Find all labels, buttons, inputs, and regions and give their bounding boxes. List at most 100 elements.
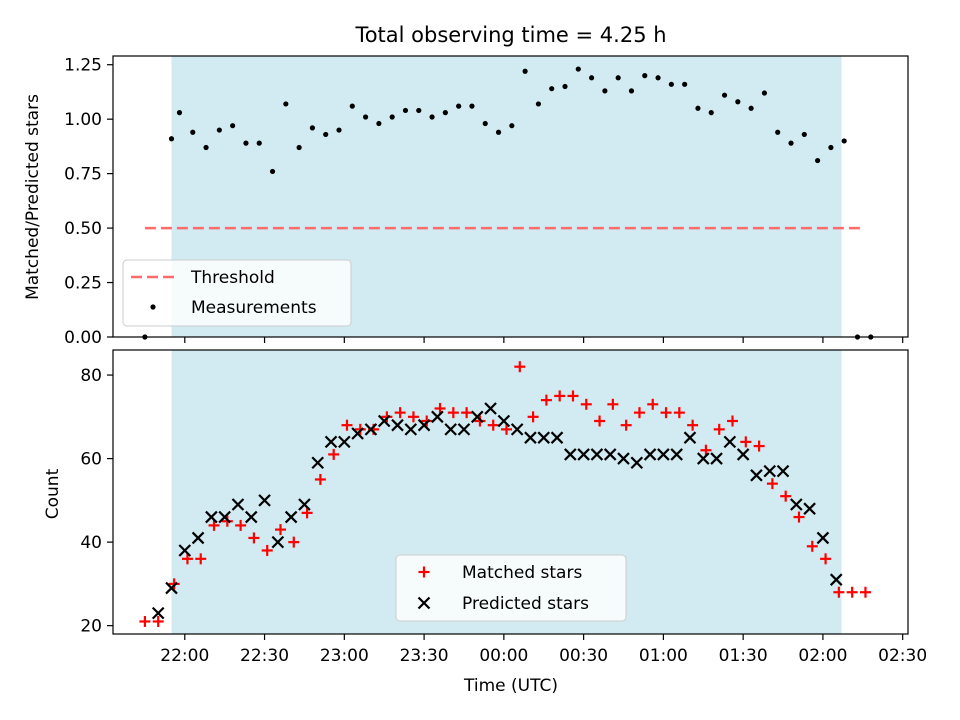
top-y-tick-label: 0.50: [64, 219, 102, 239]
predicted-star-point: [723, 435, 737, 449]
predicted-star-point: [617, 452, 630, 465]
matched-star-point: [248, 532, 260, 544]
predicted-star-point: [550, 431, 564, 444]
predicted-star-point: [510, 423, 524, 436]
predicted-star-point: [603, 448, 617, 461]
x-axis-label: Time (UTC): [463, 676, 558, 696]
measurement-point: [482, 120, 488, 127]
measurement-point: [761, 90, 768, 96]
matched-star-point: [554, 390, 566, 402]
measurement-point: [256, 140, 262, 146]
matched-star-point: [780, 490, 792, 502]
measurement-point: [748, 105, 754, 111]
legend-matched-label: Matched stars: [462, 563, 582, 583]
figure-title: Total observing time = 4.25 h: [354, 23, 666, 47]
matched-star-point: [859, 586, 871, 598]
bottom-panel: 20 40 60 80 22:00 22:30 23:00 23:30 00:00 00:30 0…: [43, 349, 927, 696]
bottom-y-tick-label: 20: [80, 617, 102, 637]
measurement-point: [828, 144, 834, 151]
legend-matched-marker: [418, 566, 430, 578]
measurement-point: [402, 107, 409, 114]
matched-star-point: [713, 423, 725, 435]
measurement-point: [535, 101, 542, 107]
predicted-star-point: [470, 410, 484, 424]
measurement-point: [509, 123, 515, 129]
predicted-star-point: [271, 535, 285, 549]
predicted-star-point: [763, 464, 777, 478]
top-axes-frame: [112, 55, 909, 338]
measurement-point: [168, 136, 175, 142]
measurement-point: [708, 110, 714, 116]
x-tick-label: 01:30: [719, 646, 768, 666]
predicted-star-point: [776, 464, 790, 478]
matched-star-point: [341, 419, 353, 431]
predicted-star-point: [657, 448, 670, 461]
legend-predicted-swatch: [417, 596, 431, 610]
predicted-star-point: [338, 435, 351, 449]
predicted-star-point: [351, 427, 364, 440]
bottom-y-axis-label: Count: [43, 468, 63, 519]
top-y-axis-label: Matched/Predicted stars: [23, 94, 43, 300]
measurement-point: [429, 114, 435, 120]
matched-star-point: [434, 402, 446, 414]
measurement-point: [376, 120, 382, 127]
measurement-point: [416, 107, 422, 114]
matched-star-point: [727, 415, 739, 427]
bottom-y-axis: 20 40 60 80: [80, 366, 113, 637]
x-tick-label: 02:30: [878, 646, 927, 666]
matched-star-point: [301, 507, 313, 519]
matched-star-point: [514, 361, 526, 373]
x-tick-label: 22:00: [160, 646, 209, 666]
matched-star-point: [152, 615, 164, 627]
top-x-ticks: [184, 337, 904, 343]
matched-star-point: [620, 419, 632, 431]
measurement-point: [642, 73, 648, 79]
predicted-star-point: [497, 414, 511, 428]
x-tick-label: 00:00: [479, 646, 528, 666]
bottom-y-tick-label: 40: [80, 533, 102, 553]
matched-star-point: [673, 407, 685, 419]
matched-star-point: [527, 411, 539, 423]
matched-star-point: [740, 436, 752, 448]
matched-star-point: [394, 407, 406, 419]
predicted-star-point: [750, 469, 763, 482]
measurement-point: [668, 81, 674, 87]
legend-measurements-label: Measurements: [191, 298, 317, 318]
measurement-point: [575, 66, 581, 72]
top-y-tick-label: 1.00: [64, 110, 102, 130]
measurements-series: [142, 66, 874, 340]
bottom-axes-frame: [112, 349, 909, 635]
matched-star-point: [687, 419, 699, 431]
measurement-point: [801, 131, 807, 138]
measurement-point: [695, 105, 701, 111]
measurement-point: [628, 88, 635, 94]
x-tick-label: 00:30: [559, 646, 608, 666]
legend-threshold-label: Threshold: [190, 268, 275, 288]
predicted-star-point: [803, 502, 816, 515]
matched-star-point: [567, 390, 579, 402]
predicted-star-point: [816, 531, 830, 545]
measurement-point: [735, 99, 741, 105]
bottom-legend-box: [395, 554, 627, 622]
predicted-star-point: [696, 452, 710, 465]
predicted-star-point: [205, 510, 218, 524]
x-tick-label: 23:00: [320, 646, 369, 666]
predicted-star-point: [258, 494, 271, 507]
predicted-star-point: [537, 431, 551, 444]
measurement-point: [336, 127, 342, 133]
predicted-star-point: [151, 606, 165, 620]
predicted-star-point: [191, 531, 205, 545]
matched-star-point: [700, 444, 712, 456]
predicted-star-point: [404, 423, 418, 436]
measurement-point: [562, 83, 568, 90]
matched-star-point: [633, 407, 645, 419]
top-legend: Threshold Measurements: [122, 259, 352, 327]
measurement-point: [349, 103, 355, 109]
predicted-star-point: [431, 410, 444, 424]
predicted-star-point: [391, 418, 404, 432]
predicted-star-point: [231, 498, 245, 511]
measurement-point: [203, 144, 209, 151]
matched-star-point: [660, 407, 672, 419]
matched-star-point: [766, 478, 778, 490]
